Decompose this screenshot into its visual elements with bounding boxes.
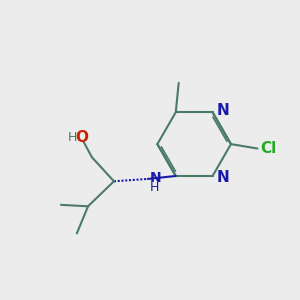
Text: N: N: [150, 171, 162, 185]
Text: N: N: [216, 103, 229, 118]
Text: N: N: [216, 170, 229, 185]
Text: Cl: Cl: [260, 141, 276, 156]
Text: H: H: [150, 181, 160, 194]
Text: H: H: [68, 131, 77, 144]
Text: O: O: [76, 130, 88, 145]
